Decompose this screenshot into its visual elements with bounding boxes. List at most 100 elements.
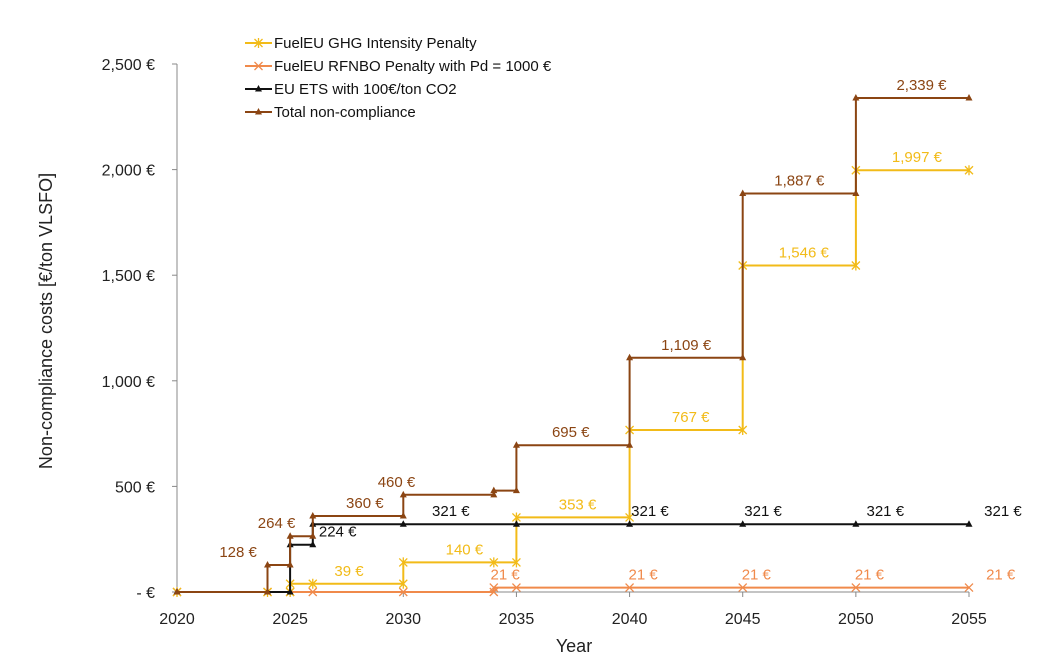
legend-label: FuelEU RFNBO Penalty with Pd = 1000 € (274, 58, 552, 75)
data-label: 695 € (552, 424, 590, 441)
data-point (511, 583, 521, 593)
data-label: 1,546 € (779, 244, 830, 261)
legend-item-0: FuelEU GHG Intensity Penalty (245, 35, 477, 52)
data-point (308, 578, 318, 589)
y-tick-label: 1,000 € (102, 374, 155, 391)
data-point (852, 520, 860, 527)
y-axis-title: Non-compliance costs [€/ton VLSFO] (36, 173, 56, 469)
data-point (964, 583, 974, 593)
data-label: 321 € (432, 503, 470, 520)
legend-item-2: EU ETS with 100€/ton CO2 (245, 81, 457, 98)
x-tick-label: 2025 (272, 611, 308, 628)
data-point (626, 441, 634, 448)
y-tick-label: 2,500 € (102, 57, 155, 74)
legend-marker (255, 85, 262, 92)
data-point (286, 588, 294, 595)
data-point (309, 540, 317, 548)
data-point (173, 588, 181, 595)
y-tick-label: 500 € (115, 479, 155, 496)
data-label: 224 € (319, 524, 357, 541)
y-tick-label: - € (136, 585, 155, 602)
data-point (309, 532, 317, 539)
data-point (851, 260, 861, 271)
data-label: 21 € (491, 567, 521, 584)
data-point (490, 486, 498, 494)
legend-label: Total non-compliance (274, 104, 416, 121)
data-label: 321 € (631, 503, 669, 520)
data-point (398, 557, 408, 568)
data-label: 21 € (855, 567, 885, 584)
x-tick-label: 2030 (385, 611, 421, 628)
data-point (852, 94, 860, 101)
legend-marker (255, 108, 262, 115)
x-tick-label: 2035 (499, 611, 535, 628)
data-point (511, 557, 521, 568)
data-label: 321 € (984, 503, 1022, 520)
data-point (625, 583, 635, 593)
data-point (512, 520, 520, 527)
series-line (177, 586, 969, 593)
series-line (177, 523, 969, 593)
legend-marker (254, 38, 263, 48)
x-axis-title: Year (556, 636, 592, 656)
legend-marker (254, 61, 263, 71)
data-point (398, 587, 408, 597)
data-point (512, 486, 520, 494)
data-label: 21 € (986, 567, 1016, 584)
data-label: 1,109 € (661, 337, 712, 354)
data-point (851, 583, 861, 593)
data-point (308, 587, 318, 597)
data-label: 2,339 € (896, 77, 947, 94)
data-point (739, 353, 747, 361)
data-label: 1,887 € (774, 172, 825, 189)
data-point (964, 165, 974, 176)
legend-item-1: FuelEU RFNBO Penalty with Pd = 1000 € (245, 58, 552, 75)
data-label: 1,997 € (892, 149, 943, 166)
data-point (286, 560, 294, 568)
data-point (739, 520, 747, 527)
y-tick-label: 2,000 € (102, 163, 155, 180)
x-tick-label: 2040 (612, 611, 648, 628)
data-point (398, 578, 408, 589)
data-label: 21 € (629, 567, 659, 584)
data-label: 21 € (742, 567, 772, 584)
axes: - € 500 € 1,000 € 1,500 € 2,000 € 2,500 € 2020… (102, 57, 987, 628)
data-point (738, 583, 748, 593)
data-point (399, 520, 407, 527)
data-label: 321 € (744, 503, 782, 520)
x-tick-label: 2055 (951, 611, 987, 628)
data-point (309, 511, 317, 519)
data-label: 264 € (258, 515, 296, 532)
series-3 (173, 94, 973, 595)
data-point (490, 490, 498, 498)
data-point (399, 490, 407, 498)
x-tick-label: 2045 (725, 611, 761, 628)
data-label: 321 € (867, 503, 905, 520)
data-label: 128 € (219, 544, 257, 561)
data-label: 767 € (672, 409, 710, 426)
x-tick-label: 2050 (838, 611, 874, 628)
legend-label: EU ETS with 100€/ton CO2 (274, 81, 457, 98)
data-point (626, 520, 634, 527)
data-point (738, 425, 748, 436)
data-point (286, 532, 294, 539)
data-label: 39 € (334, 563, 364, 580)
series-layer (172, 94, 974, 597)
data-point (489, 557, 499, 568)
data-point (399, 511, 407, 519)
legend: FuelEU GHG Intensity Penalty FuelEU RFNBO… (245, 35, 552, 121)
data-labels: 21 € 21 € 21 € 21 € 21 € 39 € 140 € 353 € 767 € 1… (219, 77, 1022, 584)
x-tick-label: 2020 (159, 611, 195, 628)
data-point (965, 94, 973, 101)
data-point (626, 353, 634, 361)
data-label: 360 € (346, 495, 384, 512)
legend-item-3: Total non-compliance (245, 104, 416, 121)
data-point (512, 441, 520, 448)
data-point (489, 583, 499, 593)
data-label: 140 € (446, 541, 484, 558)
data-point (739, 189, 747, 196)
data-point (965, 520, 973, 527)
data-point (264, 560, 272, 568)
legend-label: FuelEU GHG Intensity Penalty (274, 35, 477, 52)
